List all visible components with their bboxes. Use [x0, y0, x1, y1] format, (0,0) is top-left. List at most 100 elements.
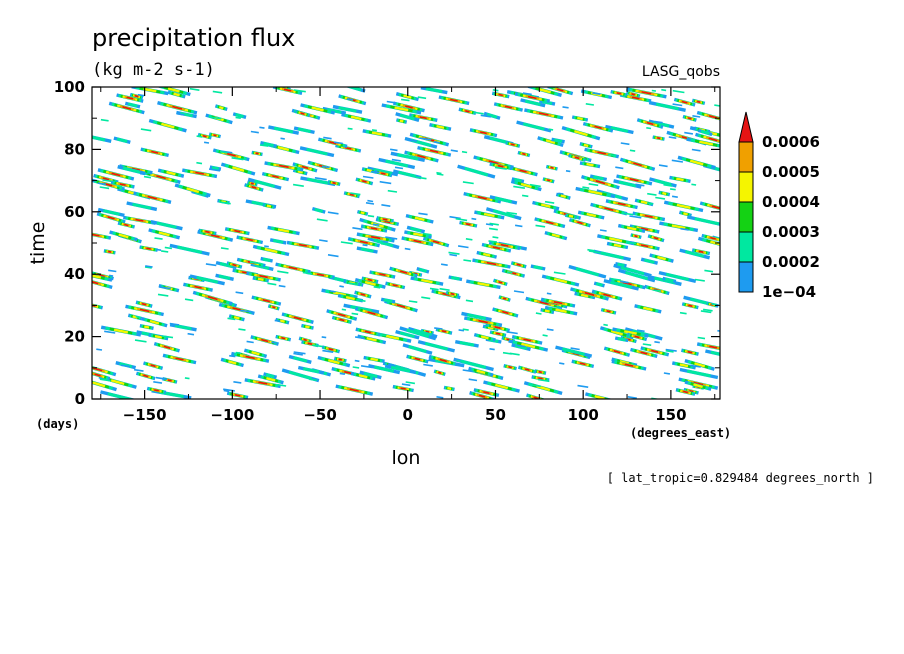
- precip-cell: [272, 238, 284, 244]
- precip-cell: [461, 150, 468, 154]
- precip-cell: [220, 247, 229, 250]
- precip-cell: [107, 216, 115, 220]
- precip-cell: [271, 341, 277, 344]
- precip-cell: [274, 319, 281, 322]
- precip-cell: [382, 218, 388, 221]
- precip-cell: [595, 282, 603, 287]
- precip-cell: [553, 301, 563, 305]
- precip-cell: [510, 143, 515, 146]
- precip-cell: [562, 347, 586, 356]
- precip-cell: [111, 172, 121, 177]
- precip-cell: [329, 290, 336, 293]
- precip-cell: [211, 166, 219, 171]
- colorbar-box: [738, 201, 754, 233]
- precip-cell: [634, 235, 638, 238]
- precip-cell: [288, 370, 313, 381]
- precip-cell: [455, 217, 468, 222]
- precip-cell: [487, 326, 494, 330]
- precip-cell: [210, 234, 220, 238]
- precip-cell: [483, 212, 495, 218]
- precip-cell: [618, 180, 637, 188]
- precip-cell: [609, 237, 623, 243]
- precip-cell: [139, 308, 150, 313]
- precip-cell: [144, 266, 152, 269]
- precip-cell: [134, 94, 139, 98]
- precip-cell: [398, 170, 417, 178]
- precip-cell: [683, 390, 688, 394]
- precip-cell: [347, 282, 357, 285]
- precip-cell: [539, 301, 549, 305]
- colorbar-label: 0.0004: [762, 193, 820, 211]
- precip-cell: [154, 389, 159, 392]
- precip-cell: [288, 266, 298, 270]
- precip-cell: [351, 312, 359, 316]
- precip-cell: [700, 129, 710, 136]
- precip-cell: [506, 211, 518, 215]
- precip-cell: [544, 309, 550, 313]
- precip-cell: [583, 143, 589, 148]
- precip-cell: [169, 322, 180, 326]
- precip-cell: [527, 95, 537, 100]
- precip-cell: [338, 358, 342, 361]
- precip-cell: [229, 354, 236, 358]
- colorbar-label: 0.0002: [762, 253, 820, 271]
- precip-cell: [250, 130, 259, 134]
- precip-cell: [665, 348, 677, 352]
- precip-cell: [414, 216, 425, 222]
- precip-cell: [463, 259, 472, 262]
- precip-cell: [389, 148, 398, 152]
- precip-cell: [462, 181, 474, 185]
- x-axis: −150 −100 −50 0 50 100 150: [100, 87, 716, 424]
- precip-cell: [594, 395, 605, 399]
- precip-cell: [513, 290, 525, 294]
- precip-cell: [422, 232, 432, 236]
- precip-cell: [708, 137, 718, 142]
- precip-cell: [373, 286, 381, 289]
- precip-cell: [710, 236, 716, 240]
- precip-cell: [476, 369, 486, 375]
- precip-cell: [362, 244, 368, 247]
- precip-cell: [514, 224, 523, 228]
- precip-cell: [156, 248, 162, 251]
- precip-cell: [577, 116, 583, 121]
- precip-cell: [413, 232, 423, 237]
- precip-cell: [309, 378, 318, 382]
- precip-cell: [92, 274, 102, 279]
- precip-cell: [465, 110, 470, 113]
- precip-cell: [99, 186, 110, 190]
- precip-cell: [522, 92, 532, 96]
- precip-cell: [374, 365, 395, 373]
- precip-cell: [311, 106, 324, 112]
- precip-cell: [480, 335, 489, 340]
- precip-cell: [151, 150, 159, 154]
- precip-cell: [513, 185, 526, 189]
- precip-cell: [341, 308, 347, 311]
- precip-cell: [359, 240, 368, 244]
- precip-cell: [709, 345, 718, 349]
- precip-cell: [133, 368, 144, 372]
- precip-cell: [436, 171, 442, 175]
- precip-cell: [449, 253, 458, 257]
- precip-cell: [102, 179, 112, 183]
- precip-cell: [251, 350, 260, 356]
- precip-cell: [629, 178, 639, 182]
- precip-cell: [381, 204, 391, 207]
- precip-cell: [161, 122, 175, 129]
- precip-cell: [328, 348, 334, 351]
- precip-cell: [292, 183, 304, 187]
- precip-cell: [277, 270, 289, 274]
- precip-cell: [163, 345, 171, 349]
- colorbar-label: 0.0006: [762, 133, 820, 151]
- precip-cell: [553, 138, 563, 143]
- precip-cell: [432, 240, 440, 244]
- precip-cell: [108, 250, 112, 253]
- precip-cell: [254, 179, 276, 188]
- precip-cell: [414, 357, 421, 361]
- precip-cell: [235, 291, 244, 295]
- precip-cell: [704, 269, 714, 273]
- precip-cell: [696, 100, 701, 103]
- precip-cell: [636, 329, 645, 333]
- precip-cell: [498, 93, 503, 97]
- precip-cell: [548, 128, 554, 131]
- precip-cell: [439, 358, 447, 363]
